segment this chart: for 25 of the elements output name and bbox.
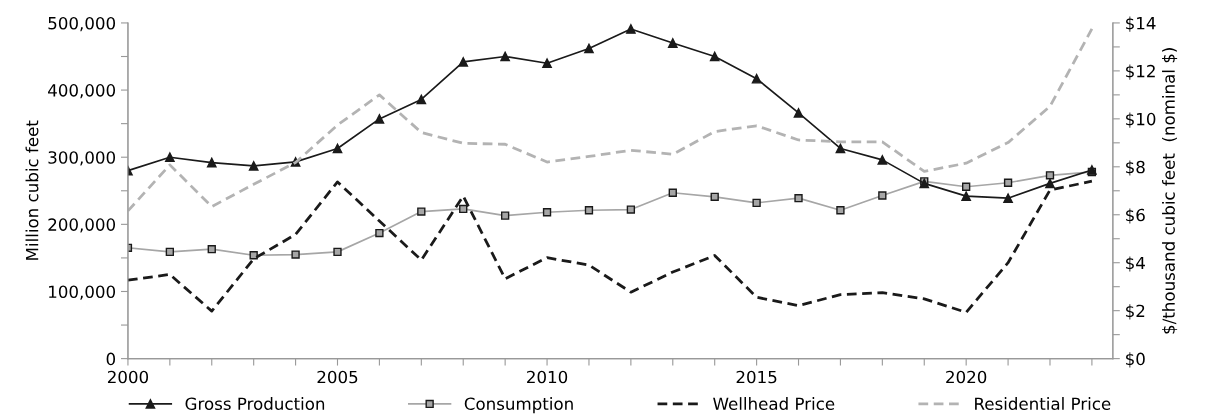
y2-tick-label: $10 bbox=[1126, 112, 1156, 128]
y-tick-label: 100,000 bbox=[49, 285, 116, 300]
y-tick-label: 0 bbox=[106, 352, 116, 366]
y2-tick-label: $6 bbox=[1126, 208, 1145, 224]
x-tick-label: 2000 bbox=[107, 370, 149, 384]
y2-axis-title: $/thousand cubic feet (nominal $) bbox=[1162, 48, 1178, 334]
legend-label: Residential Price bbox=[975, 397, 1111, 411]
y2-tick-label: $14 bbox=[1126, 16, 1156, 32]
y2-tick-label: $8 bbox=[1126, 160, 1145, 176]
y-axis-title: Million cubic feet bbox=[25, 120, 39, 260]
y-tick-label: 500,000 bbox=[48, 16, 116, 32]
y-tick-label: 300,000 bbox=[48, 151, 116, 166]
y2-tick-label: $2 bbox=[1126, 304, 1145, 320]
x-tick-label: 2005 bbox=[317, 370, 358, 384]
x-tick-label: 2010 bbox=[527, 370, 568, 384]
y2-tick-label: $4 bbox=[1126, 256, 1145, 272]
y2-tick-label: $12 bbox=[1126, 64, 1155, 80]
y2-tick-label: $0 bbox=[1126, 352, 1145, 368]
y-tick-label: 200,000 bbox=[48, 218, 116, 233]
y-tick-label: 400,000 bbox=[48, 84, 116, 99]
x-tick-label: 2020 bbox=[946, 370, 987, 384]
legend-label: Wellhead Price bbox=[713, 397, 835, 411]
legend-label: Consumption bbox=[464, 397, 573, 414]
legend-label: Gross Production bbox=[185, 397, 325, 411]
x-tick-label: 2015 bbox=[736, 370, 777, 384]
